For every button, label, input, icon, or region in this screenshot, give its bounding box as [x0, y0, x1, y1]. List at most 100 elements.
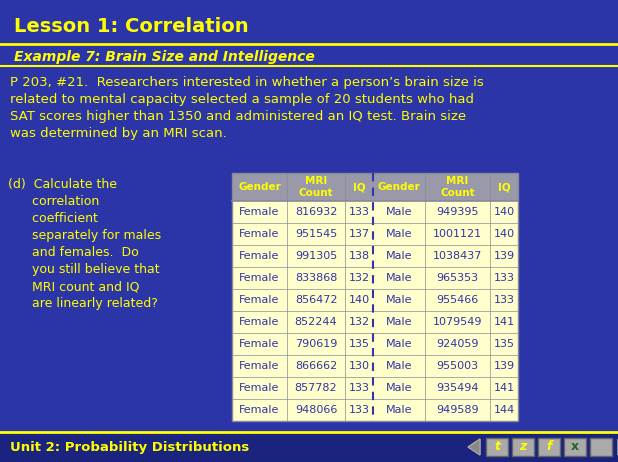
Text: Male: Male: [386, 405, 412, 415]
Bar: [232, 223, 518, 245]
Text: 965353: 965353: [436, 273, 478, 283]
Text: Female: Female: [239, 405, 280, 415]
Text: 133: 133: [349, 207, 370, 217]
Text: Female: Female: [239, 361, 280, 371]
Text: 140: 140: [349, 295, 370, 305]
Text: Male: Male: [386, 229, 412, 239]
Text: 949395: 949395: [436, 207, 479, 217]
Text: Male: Male: [386, 207, 412, 217]
Text: 132: 132: [349, 273, 370, 283]
Text: Male: Male: [386, 273, 412, 283]
Text: 856472: 856472: [295, 295, 337, 305]
Text: 141: 141: [493, 317, 515, 327]
Text: 1079549: 1079549: [433, 317, 482, 327]
Text: 132: 132: [349, 317, 370, 327]
Text: Female: Female: [239, 251, 280, 261]
Text: 955466: 955466: [436, 295, 478, 305]
Text: separately for males: separately for males: [8, 229, 161, 242]
Text: and females.  Do: and females. Do: [8, 246, 139, 259]
Text: P 203, #21.  Researchers interested in whether a person’s brain size is: P 203, #21. Researchers interested in wh…: [10, 76, 484, 89]
Text: 852244: 852244: [295, 317, 337, 327]
Text: 135: 135: [494, 339, 515, 349]
Bar: [232, 245, 518, 267]
Text: Female: Female: [239, 207, 280, 217]
Bar: [512, 438, 534, 456]
Text: IQ: IQ: [497, 182, 510, 192]
Text: 833868: 833868: [295, 273, 337, 283]
Text: 138: 138: [349, 251, 370, 261]
Text: are linearly related?: are linearly related?: [8, 297, 158, 310]
Text: MRI: MRI: [446, 176, 468, 186]
Text: MRI count and IQ: MRI count and IQ: [8, 280, 140, 293]
Bar: [232, 399, 518, 421]
Text: Gender: Gender: [238, 182, 281, 192]
Bar: [232, 355, 518, 377]
Bar: [232, 201, 518, 223]
Text: 144: 144: [493, 405, 515, 415]
Bar: [564, 438, 586, 456]
Text: Lesson 1: Correlation: Lesson 1: Correlation: [14, 17, 248, 36]
Text: 137: 137: [349, 229, 370, 239]
Text: MRI: MRI: [305, 176, 327, 186]
Text: t: t: [494, 440, 500, 454]
Text: Gender: Gender: [378, 182, 420, 192]
Text: correlation: correlation: [8, 195, 99, 208]
Bar: [232, 173, 518, 421]
Text: 140: 140: [493, 207, 515, 217]
Text: Example 7: Brain Size and Intelligence: Example 7: Brain Size and Intelligence: [14, 50, 315, 64]
Text: 130: 130: [349, 361, 370, 371]
Text: Male: Male: [386, 339, 412, 349]
Text: related to mental capacity selected a sample of 20 students who had: related to mental capacity selected a sa…: [10, 93, 474, 106]
Text: 133: 133: [494, 295, 515, 305]
Text: 955003: 955003: [436, 361, 478, 371]
Text: 951545: 951545: [295, 229, 337, 239]
Text: Male: Male: [386, 383, 412, 393]
Bar: [538, 438, 560, 456]
Bar: [232, 377, 518, 399]
Text: Male: Male: [386, 251, 412, 261]
Text: IQ: IQ: [353, 182, 365, 192]
Text: z: z: [519, 440, 527, 454]
Text: (d)  Calculate the: (d) Calculate the: [8, 178, 117, 191]
Text: 141: 141: [493, 383, 515, 393]
Text: Female: Female: [239, 317, 280, 327]
Text: 935494: 935494: [436, 383, 479, 393]
Polygon shape: [468, 439, 480, 455]
Text: Female: Female: [239, 339, 280, 349]
Text: 1038437: 1038437: [433, 251, 482, 261]
Text: f: f: [546, 440, 552, 454]
Text: 948066: 948066: [295, 405, 337, 415]
Text: 991305: 991305: [295, 251, 337, 261]
Bar: [232, 311, 518, 333]
Text: 133: 133: [494, 273, 515, 283]
Text: 133: 133: [349, 383, 370, 393]
Text: 790619: 790619: [295, 339, 337, 349]
Text: x: x: [571, 440, 579, 454]
Text: Female: Female: [239, 295, 280, 305]
Text: 133: 133: [349, 405, 370, 415]
Text: 816932: 816932: [295, 207, 337, 217]
Text: SAT scores higher than 1350 and administered an IQ test. Brain size: SAT scores higher than 1350 and administ…: [10, 110, 466, 123]
Text: Unit 2: Probability Distributions: Unit 2: Probability Distributions: [10, 440, 249, 454]
Bar: [232, 333, 518, 355]
Text: was determined by an MRI scan.: was determined by an MRI scan.: [10, 127, 227, 140]
Bar: [590, 438, 612, 456]
Text: Count: Count: [298, 188, 333, 198]
Text: 857782: 857782: [295, 383, 337, 393]
Text: coefficient: coefficient: [8, 212, 98, 225]
Text: 866662: 866662: [295, 361, 337, 371]
Text: 140: 140: [493, 229, 515, 239]
Text: 139: 139: [493, 361, 515, 371]
Bar: [0, 0, 618, 44]
Text: 1001121: 1001121: [433, 229, 482, 239]
Bar: [232, 173, 518, 201]
Bar: [0, 432, 618, 462]
Text: 135: 135: [349, 339, 370, 349]
Text: Female: Female: [239, 229, 280, 239]
Text: Female: Female: [239, 273, 280, 283]
Text: Male: Male: [386, 295, 412, 305]
Bar: [232, 267, 518, 289]
Text: Count: Count: [440, 188, 475, 198]
Text: 949589: 949589: [436, 405, 479, 415]
Bar: [232, 289, 518, 311]
